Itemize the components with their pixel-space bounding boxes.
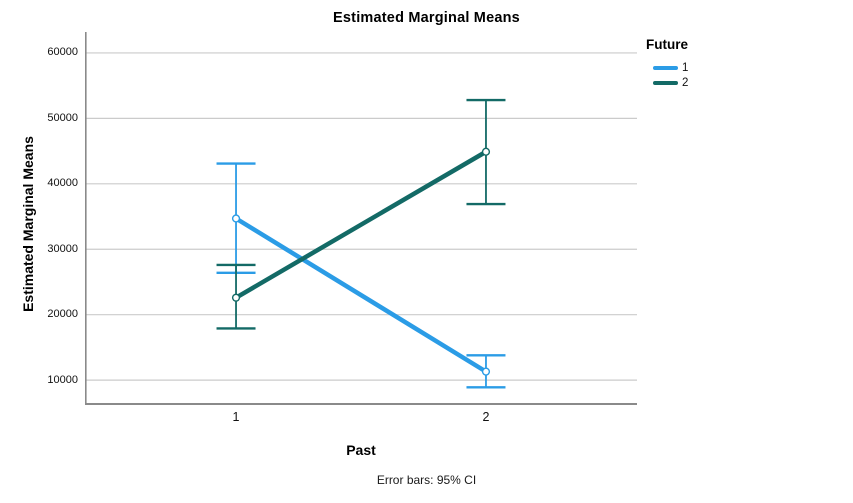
chart-title: Estimated Marginal Means <box>333 10 520 26</box>
legend-entry: 1 <box>653 60 688 75</box>
y-axis-title: Estimated Marginal Means <box>20 136 36 312</box>
y-tick-label: 50000 <box>47 111 78 124</box>
x-axis-title: Past <box>346 442 376 458</box>
x-tick-label: 1 <box>232 410 240 424</box>
legend-title: Future <box>646 37 688 52</box>
error-bars-footnote: Error bars: 95% CI <box>376 473 477 487</box>
legend-line-swatch <box>653 80 678 85</box>
y-tick-label: 40000 <box>47 177 78 190</box>
series-line-2 <box>233 149 489 300</box>
data-point-marker <box>231 293 241 302</box>
y-tick-label: 20000 <box>47 308 78 321</box>
y-tick-label: 10000 <box>47 373 78 386</box>
data-point-marker <box>481 147 491 156</box>
x-tick-label: 2 <box>482 410 490 424</box>
legend-line-swatch <box>653 65 678 70</box>
data-point-marker <box>481 367 491 376</box>
data-point-marker <box>231 214 241 223</box>
plot-area <box>85 32 637 405</box>
legend-entry-label: 2 <box>682 76 689 89</box>
plot-canvas <box>85 32 637 405</box>
series-line-1 <box>233 216 489 374</box>
y-tick-label: 60000 <box>47 46 78 59</box>
y-tick-label: 30000 <box>47 242 78 255</box>
legend-entry-label: 1 <box>682 61 689 74</box>
legend-entry: 2 <box>653 75 688 90</box>
